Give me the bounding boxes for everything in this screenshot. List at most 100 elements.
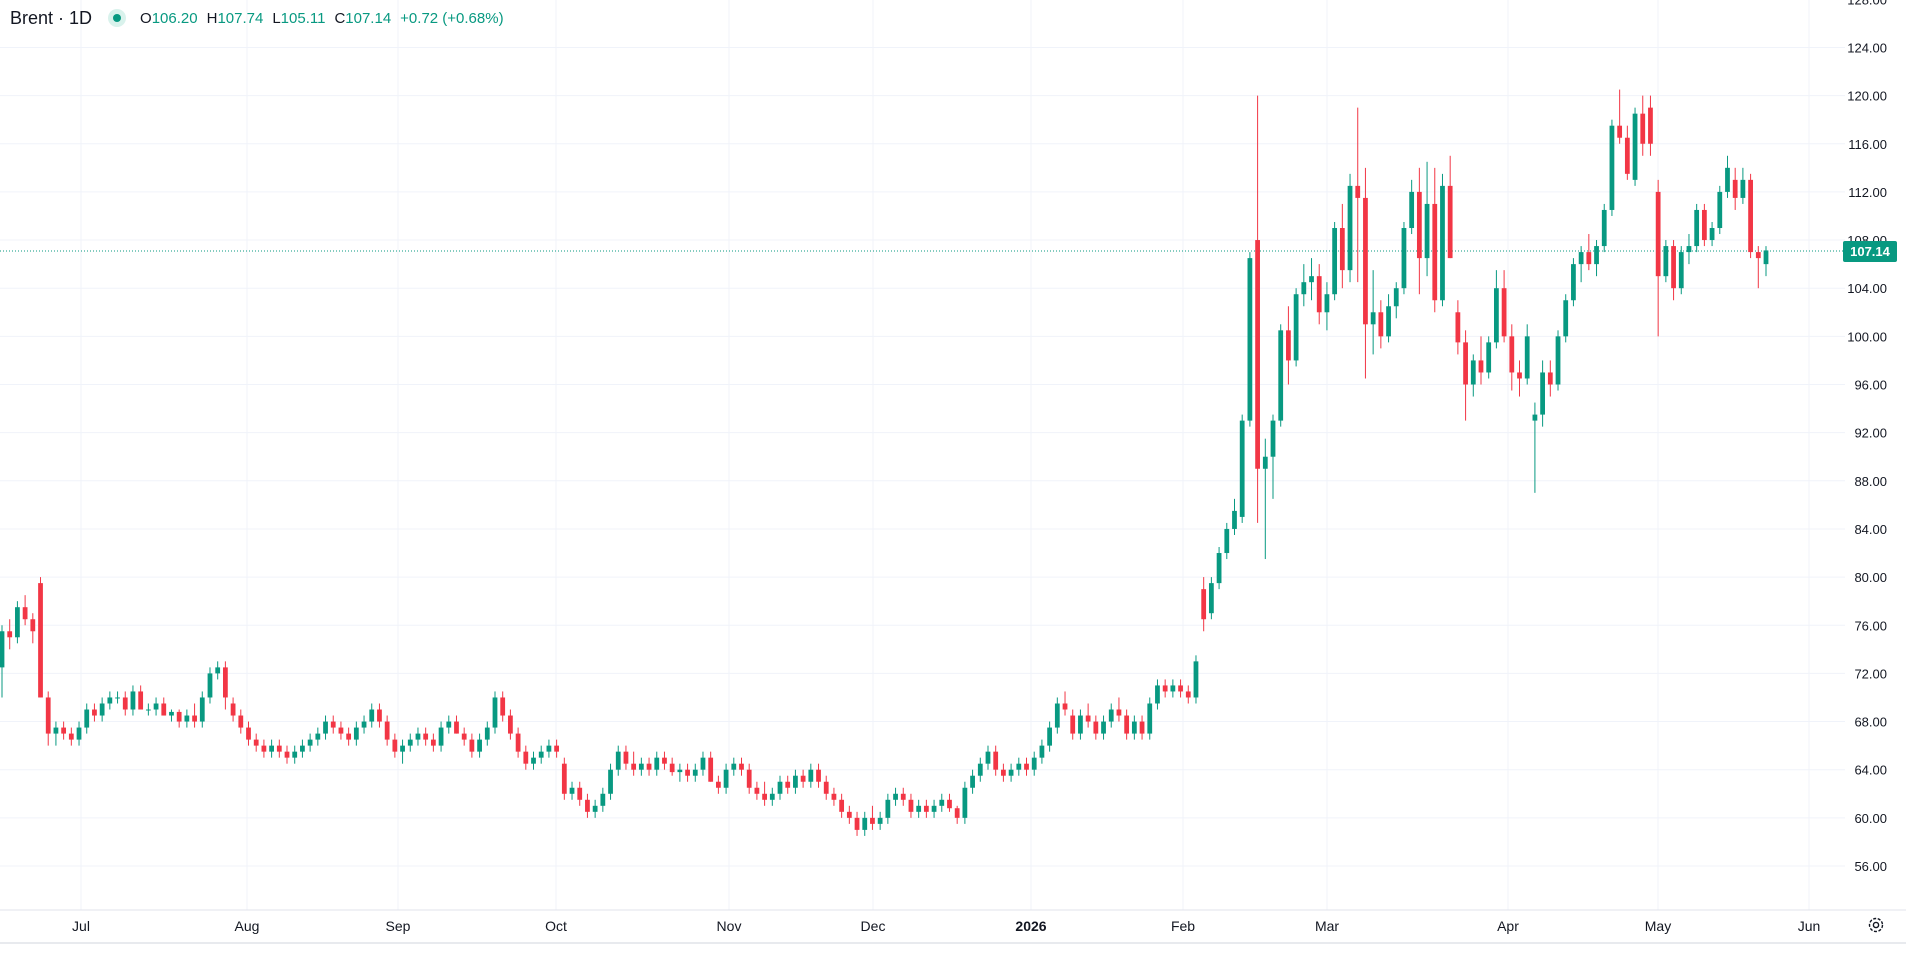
candle[interactable]	[215, 661, 221, 680]
candle[interactable]	[1208, 577, 1214, 620]
candle[interactable]	[970, 769, 975, 794]
candle[interactable]	[469, 733, 475, 758]
candle[interactable]	[1640, 95, 1646, 156]
candle[interactable]	[569, 781, 575, 800]
candle[interactable]	[1324, 282, 1330, 331]
candle[interactable]	[715, 775, 721, 794]
candle[interactable]	[1740, 167, 1746, 204]
candle[interactable]	[1763, 246, 1769, 277]
candle[interactable]	[1694, 203, 1700, 253]
candle[interactable]	[1301, 264, 1307, 307]
candle[interactable]	[338, 721, 344, 740]
candle[interactable]	[931, 799, 937, 818]
candle[interactable]	[1016, 757, 1022, 776]
candle[interactable]	[1547, 360, 1553, 397]
candle[interactable]	[939, 793, 945, 812]
candle[interactable]	[1478, 336, 1484, 385]
candle[interactable]	[1278, 324, 1284, 427]
candle[interactable]	[1655, 179, 1661, 337]
candle[interactable]	[45, 691, 51, 746]
candle[interactable]	[238, 709, 244, 734]
candle[interactable]	[1193, 655, 1199, 704]
candle[interactable]	[138, 685, 144, 710]
candle[interactable]	[430, 733, 436, 752]
candle[interactable]	[1463, 330, 1468, 421]
candle[interactable]	[546, 739, 552, 758]
candle[interactable]	[1370, 270, 1376, 355]
candle[interactable]	[1748, 173, 1753, 259]
candle[interactable]	[669, 757, 675, 776]
candle[interactable]	[199, 691, 205, 728]
candle[interactable]	[1386, 294, 1391, 343]
candle[interactable]	[1571, 258, 1576, 307]
symbol-title[interactable]: Brent · 1D	[10, 7, 93, 28]
candle[interactable]	[361, 715, 367, 734]
candle[interactable]	[300, 739, 305, 758]
candle[interactable]	[1701, 203, 1707, 247]
candle[interactable]	[1147, 697, 1153, 740]
candle[interactable]	[1725, 155, 1730, 198]
candle[interactable]	[1155, 679, 1160, 710]
candle[interactable]	[808, 763, 814, 788]
candle[interactable]	[985, 745, 991, 770]
candle[interactable]	[816, 763, 821, 788]
candle[interactable]	[1732, 167, 1738, 210]
candle[interactable]	[962, 781, 968, 824]
candle[interactable]	[292, 745, 298, 764]
candle[interactable]	[1393, 282, 1399, 319]
candle[interactable]	[662, 751, 667, 770]
candle[interactable]	[862, 811, 868, 836]
candle[interactable]	[1232, 498, 1237, 535]
candle[interactable]	[1540, 360, 1545, 427]
candle[interactable]	[708, 751, 714, 782]
candle[interactable]	[130, 685, 136, 716]
candle-series[interactable]	[0, 89, 1769, 836]
candle[interactable]	[1008, 763, 1014, 782]
candle[interactable]	[523, 745, 529, 770]
candle[interactable]	[1131, 715, 1137, 740]
candle[interactable]	[1255, 95, 1260, 523]
candle[interactable]	[1093, 715, 1099, 740]
candle[interactable]	[1424, 161, 1430, 277]
candle[interactable]	[1609, 119, 1615, 216]
candle[interactable]	[22, 595, 28, 626]
candle[interactable]	[230, 697, 236, 722]
candle[interactable]	[1039, 739, 1045, 764]
candle[interactable]	[484, 721, 490, 746]
candle[interactable]	[61, 721, 67, 740]
candle[interactable]	[638, 757, 644, 776]
time-axis[interactable]: Jul Aug Sep Oct Nov Dec 2026 Feb Mar Apr May Jun	[0, 909, 1906, 944]
candle[interactable]	[831, 787, 837, 806]
candle[interactable]	[1632, 107, 1638, 186]
candle[interactable]	[1363, 167, 1368, 379]
candle[interactable]	[115, 691, 120, 704]
candle[interactable]	[1309, 258, 1314, 301]
candle[interactable]	[893, 787, 898, 806]
candle[interactable]	[330, 715, 336, 734]
candle[interactable]	[176, 709, 182, 728]
candle[interactable]	[731, 757, 737, 776]
candle[interactable]	[1339, 203, 1345, 289]
candle[interactable]	[1509, 324, 1515, 391]
candle[interactable]	[1432, 167, 1438, 313]
candle[interactable]	[1062, 691, 1068, 716]
candle[interactable]	[654, 751, 660, 776]
candle[interactable]	[223, 661, 228, 710]
candle[interactable]	[246, 721, 251, 746]
candle[interactable]	[1031, 751, 1037, 776]
candle[interactable]	[885, 793, 891, 824]
candle[interactable]	[84, 703, 90, 734]
candle[interactable]	[870, 805, 875, 830]
candle[interactable]	[500, 691, 506, 722]
candle[interactable]	[269, 739, 274, 758]
candle[interactable]	[1594, 240, 1599, 277]
candle[interactable]	[99, 697, 105, 722]
candle[interactable]	[1216, 547, 1222, 590]
candle[interactable]	[631, 751, 637, 776]
candle[interactable]	[1139, 715, 1145, 740]
candle[interactable]	[145, 703, 151, 716]
candle[interactable]	[276, 739, 282, 758]
candle[interactable]	[438, 721, 444, 752]
candle[interactable]	[1054, 697, 1060, 734]
candle[interactable]	[1085, 703, 1091, 728]
